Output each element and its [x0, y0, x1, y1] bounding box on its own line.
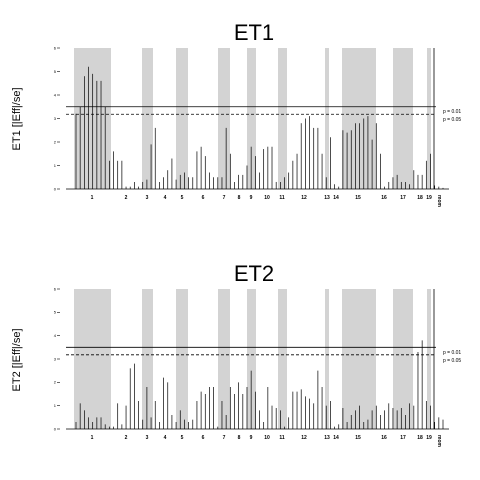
- chromosome-band: [74, 289, 111, 429]
- x-tick-label: 1: [91, 195, 94, 201]
- x-tick-label: 10: [264, 195, 270, 201]
- chromosome-band: [278, 289, 287, 429]
- x-tick-label: mom: [436, 195, 442, 208]
- y-tick-label: 1: [54, 403, 57, 408]
- x-tick-label: 10: [264, 435, 270, 441]
- chromosome-band: [325, 289, 329, 429]
- y-tick-label: 4: [54, 333, 57, 338]
- y-tick-label: 6: [54, 45, 57, 50]
- x-tick-label: 8: [238, 435, 241, 441]
- x-tick-label: 4: [164, 195, 167, 201]
- x-tick-label: 14: [333, 195, 339, 201]
- y-tick-label: 2: [54, 380, 57, 385]
- x-tick-label: 9: [250, 435, 253, 441]
- chromosome-band: [325, 48, 329, 189]
- x-tick-label: 17: [400, 435, 406, 441]
- chromosome-band: [176, 289, 188, 429]
- y-tick-label: 2: [54, 139, 57, 144]
- x-tick-label: 5: [181, 435, 184, 441]
- x-tick-label: 15: [355, 195, 361, 201]
- x-tick-label: 7: [223, 195, 226, 201]
- threshold-label-p01: p = 0.01: [443, 350, 461, 356]
- x-tick-label: 19: [426, 435, 432, 441]
- y-tick-label: 0: [54, 426, 57, 431]
- x-tick-label: 11: [279, 195, 285, 201]
- y-tick-label: 5: [54, 69, 57, 74]
- chromosome-band: [142, 48, 153, 189]
- chart-title: ET1: [234, 20, 274, 45]
- x-tick-label: 16: [381, 435, 387, 441]
- x-tick-label: mom: [436, 435, 442, 448]
- x-tick-label: 12: [301, 195, 307, 201]
- x-tick-label: 2: [125, 435, 128, 441]
- chromosome-band: [278, 48, 287, 189]
- y-axis-label: ET2 [|Eff|/se]: [11, 329, 23, 392]
- chromosome-band: [342, 289, 376, 429]
- x-tick-label: 17: [400, 195, 406, 201]
- x-tick-label: 12: [301, 435, 307, 441]
- x-tick-label: 11: [279, 435, 285, 441]
- x-tick-label: 16: [381, 195, 387, 201]
- x-tick-label: 1: [91, 435, 94, 441]
- x-tick-label: 6: [202, 435, 205, 441]
- x-tick-label: 9: [250, 195, 253, 201]
- y-tick-label: 5: [54, 310, 57, 315]
- y-axis-label: ET1 [|Eff|/se]: [11, 88, 23, 151]
- threshold-label-p01: p = 0.01: [443, 109, 461, 115]
- bar-series: [75, 340, 444, 429]
- chromosome-band: [393, 48, 413, 189]
- x-tick-label: 3: [146, 195, 149, 201]
- y-tick-label: 6: [54, 286, 57, 291]
- y-tick-label: 3: [54, 116, 57, 121]
- x-tick-label: 18: [417, 435, 423, 441]
- chromosome-band: [218, 48, 230, 189]
- x-tick-label: 14: [333, 435, 339, 441]
- x-tick-label: 19: [426, 195, 432, 201]
- chromosome-band: [393, 289, 413, 429]
- chromosome-band: [218, 289, 230, 429]
- x-tick-label: 15: [355, 435, 361, 441]
- chromosome-band: [142, 289, 153, 429]
- x-tick-label: 3: [146, 435, 149, 441]
- chromosome-band: [427, 289, 431, 429]
- chromosome-band: [247, 289, 256, 429]
- x-tick-label: 7: [223, 435, 226, 441]
- bar-series: [75, 66, 444, 189]
- x-tick-label: 18: [417, 195, 423, 201]
- x-tick-label: 13: [324, 435, 330, 441]
- x-tick-label: 8: [238, 195, 241, 201]
- y-tick-label: 4: [54, 92, 57, 97]
- y-tick-label: 1: [54, 163, 57, 168]
- y-tick-label: 0: [54, 186, 57, 191]
- chart-title: ET2: [234, 261, 274, 286]
- x-tick-label: 2: [125, 195, 128, 201]
- chromosome-band: [176, 48, 188, 189]
- chromosome-bands: [74, 289, 431, 429]
- chromosome-band: [247, 48, 256, 189]
- x-tick-label: 5: [181, 195, 184, 201]
- x-tick-label: 6: [202, 195, 205, 201]
- x-tick-label: 4: [164, 435, 167, 441]
- chromosome-band: [427, 48, 431, 189]
- y-tick-label: 3: [54, 356, 57, 361]
- threshold-label-p05: p = 0.05: [443, 117, 461, 123]
- chromosome-bands: [74, 48, 431, 189]
- threshold-label-p05: p = 0.05: [443, 358, 461, 364]
- x-tick-label: 13: [324, 195, 330, 201]
- chromosome-band: [342, 48, 376, 189]
